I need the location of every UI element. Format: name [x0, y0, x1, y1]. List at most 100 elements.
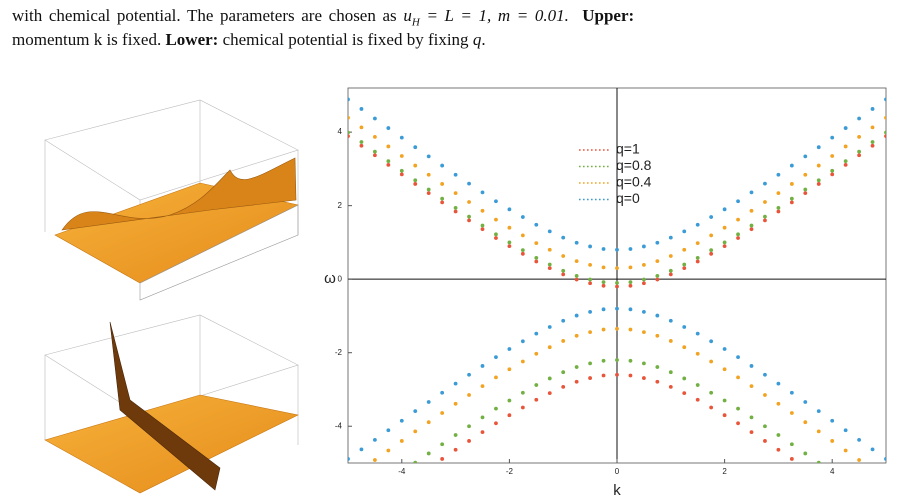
- data-point: [520, 215, 525, 219]
- data-point: [709, 339, 714, 344]
- data-point: [709, 390, 714, 395]
- data-point: [722, 225, 727, 230]
- y-tick-label: 0: [338, 274, 343, 283]
- data-point: [534, 222, 539, 227]
- data-point: [453, 191, 458, 196]
- data-point: [655, 313, 660, 318]
- data-point: [615, 358, 619, 362]
- legend-label: q=1: [616, 141, 640, 157]
- data-point: [453, 381, 458, 386]
- data-point: [373, 149, 377, 154]
- data-point: [507, 240, 512, 245]
- data-point: [507, 225, 512, 230]
- data-point: [373, 437, 377, 442]
- data-point: [830, 154, 835, 158]
- data-point: [561, 318, 566, 323]
- data-point: [642, 309, 646, 314]
- data-point: [789, 196, 794, 201]
- data-point: [574, 333, 579, 338]
- data-point: [453, 172, 458, 177]
- data-point: [413, 145, 418, 150]
- data-point: [426, 191, 431, 196]
- data-point: [426, 400, 431, 404]
- data-point: [695, 383, 700, 387]
- data-point: [682, 229, 687, 234]
- data-point: [830, 172, 835, 177]
- data-point: [628, 265, 633, 270]
- data-point: [520, 359, 525, 364]
- data-point: [789, 390, 794, 395]
- data-point: [789, 182, 794, 186]
- data-points: [348, 97, 886, 463]
- data-point: [682, 266, 687, 271]
- data-point: [413, 182, 418, 186]
- data-point: [884, 134, 886, 139]
- data-point: [467, 439, 471, 443]
- data-point: [776, 205, 781, 210]
- data-point: [655, 379, 660, 384]
- data-point: [615, 284, 619, 289]
- data-point: [870, 140, 875, 144]
- data-point: [480, 227, 485, 232]
- chart: -4 -2 0 2 4 -4 -2 0 2 4 k ω q=1q=0.8q=0.4q=0: [324, 88, 886, 499]
- data-point: [682, 376, 687, 381]
- data-point: [628, 358, 633, 363]
- data-point: [655, 273, 660, 278]
- surface-plot-lower: [44, 314, 299, 494]
- data-point: [440, 163, 445, 168]
- caption-text: momentum k is fixed.: [12, 30, 162, 49]
- data-point: [628, 280, 633, 285]
- data-point: [413, 409, 418, 414]
- data-point: [453, 205, 458, 210]
- data-point: [507, 347, 512, 351]
- data-point: [763, 439, 767, 443]
- data-point: [348, 457, 350, 461]
- data-point: [789, 163, 794, 168]
- data-point: [453, 209, 458, 214]
- data-point: [520, 405, 525, 410]
- data-point: [574, 313, 579, 318]
- data-point: [736, 236, 740, 240]
- data-point: [520, 248, 525, 253]
- data-point: [736, 199, 740, 204]
- data-point: [736, 355, 740, 360]
- data-point: [668, 318, 673, 323]
- data-point: [440, 182, 445, 186]
- data-point: [642, 262, 646, 267]
- data-point: [561, 254, 566, 258]
- data-point: [884, 457, 886, 461]
- data-point: [749, 190, 754, 195]
- data-point: [453, 447, 458, 452]
- data-point: [789, 457, 794, 461]
- data-point: [348, 115, 350, 120]
- data-point: [399, 418, 404, 423]
- data-point: [695, 222, 700, 227]
- data-point: [695, 397, 700, 402]
- y-tick-label: -2: [335, 348, 343, 357]
- data-point: [534, 259, 539, 264]
- data-point: [561, 272, 566, 277]
- data-point: [574, 365, 579, 369]
- data-point: [480, 384, 485, 389]
- data-point: [709, 215, 714, 219]
- data-point: [803, 420, 808, 425]
- data-point: [588, 309, 592, 314]
- data-point: [453, 433, 458, 437]
- data-point: [709, 233, 714, 238]
- data-point: [803, 187, 808, 192]
- data-point: [655, 365, 660, 369]
- data-point: [682, 391, 687, 396]
- data-point: [348, 97, 350, 102]
- data-point: [547, 247, 552, 252]
- data-point: [520, 251, 525, 256]
- data-point: [520, 339, 525, 344]
- data-point: [359, 107, 364, 111]
- data-point: [373, 134, 377, 139]
- data-point: [749, 364, 754, 368]
- data-point: [480, 190, 485, 195]
- data-point: [695, 351, 700, 356]
- data-point: [574, 273, 579, 278]
- data-point: [870, 125, 875, 130]
- data-point: [803, 400, 808, 404]
